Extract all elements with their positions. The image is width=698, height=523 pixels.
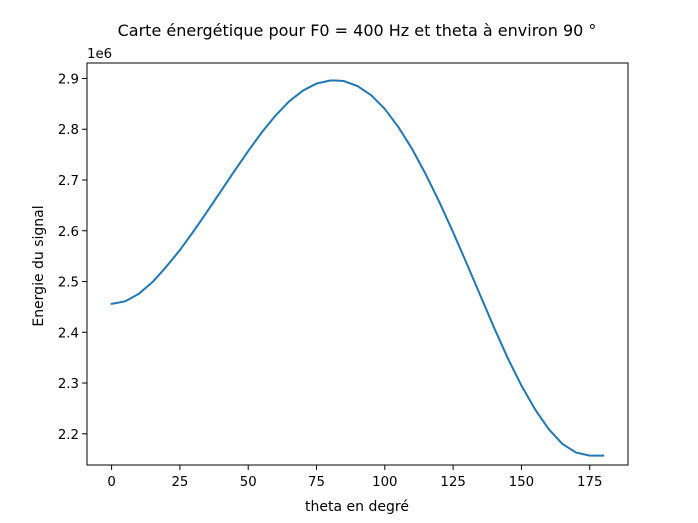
y-tick-label: 2.3 <box>58 377 79 392</box>
x-tick-label: 100 <box>372 475 397 490</box>
y-tick-label: 2.7 <box>58 174 79 189</box>
chart-title: Carte énergétique pour F0 = 400 Hz et th… <box>118 21 597 40</box>
x-axis-label: theta en degré <box>305 499 409 515</box>
y-tick-label: 2.4 <box>58 326 79 341</box>
x-tick-label: 150 <box>509 475 534 490</box>
x-tick-label: 175 <box>577 475 602 490</box>
x-tick-label: 0 <box>107 475 115 490</box>
y-axis-label: Energie du signal <box>31 205 47 326</box>
x-tick-label: 50 <box>240 475 257 490</box>
y-tick-label: 2.2 <box>58 428 79 443</box>
y-tick-label: 2.6 <box>58 225 79 240</box>
series-line-0 <box>110 79 605 457</box>
x-tick-label: 125 <box>440 475 465 490</box>
y-tick-label: 2.9 <box>58 72 79 87</box>
axes-frame <box>86 62 629 466</box>
y-tick-label: 2.8 <box>58 123 79 138</box>
plot-area: 0 25 50 75 100 125 150 175 2.2 2.3 2.4 2.5 2.6 2.7 2.8… <box>58 62 629 490</box>
x-tick-label: 75 <box>308 475 325 490</box>
y-tick-label: 2.5 <box>58 276 79 291</box>
y-offset-label: 1e6 <box>87 47 112 62</box>
x-tick-label: 25 <box>171 475 188 490</box>
